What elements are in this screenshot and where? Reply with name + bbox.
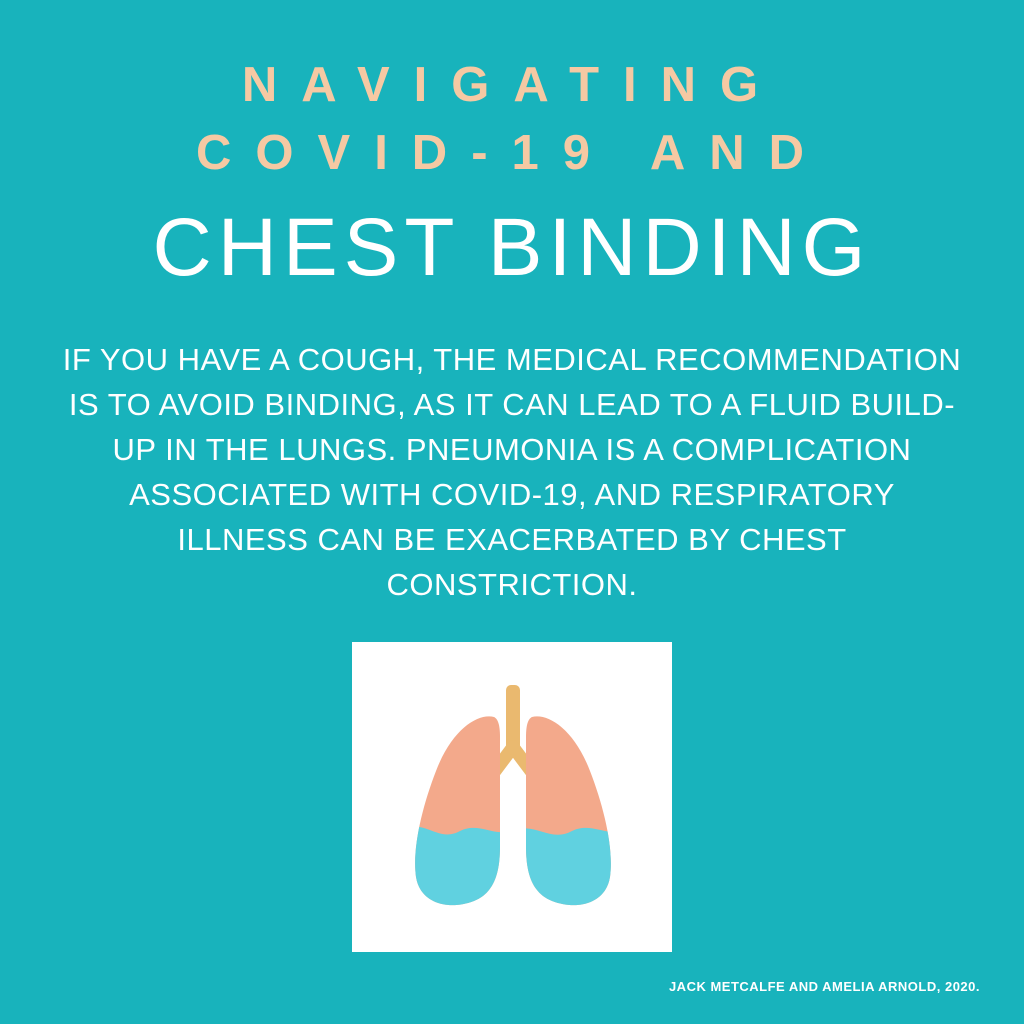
title-line-2: COVID-19 AND bbox=[196, 122, 828, 186]
title-line-3: CHEST BINDING bbox=[153, 195, 872, 302]
illustration-container bbox=[352, 642, 672, 952]
lungs-icon bbox=[382, 667, 642, 927]
card-inner: NAVIGATING COVID-19 AND CHEST BINDING IF… bbox=[10, 10, 1014, 1014]
credit-line: JACK METCALFE AND AMELIA ARNOLD, 2020. bbox=[669, 979, 980, 994]
card-outer: NAVIGATING COVID-19 AND CHEST BINDING IF… bbox=[0, 0, 1024, 1024]
title-line-1: NAVIGATING bbox=[242, 54, 782, 118]
body-paragraph: IF YOU HAVE A COUGH, THE MEDICAL RECOMME… bbox=[62, 338, 962, 608]
